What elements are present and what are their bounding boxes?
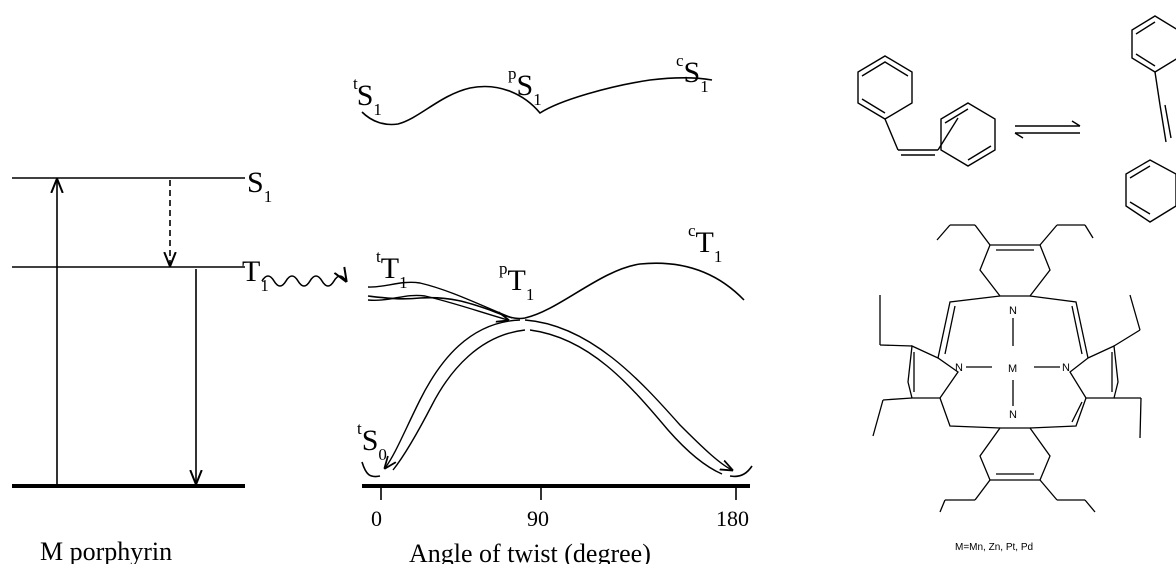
perp-t1-label: pT1 [499, 259, 534, 304]
s1-level-label: S1 [247, 166, 272, 206]
decay-to-cis-inner [529, 329, 723, 475]
s0-well-left [361, 461, 381, 478]
tick-label-180: 180 [716, 506, 749, 531]
cis-s1-label: cS1 [676, 51, 709, 96]
cis-t1-label: cT1 [688, 221, 722, 266]
t1-relaxation-path-lower [367, 294, 508, 320]
metalloporphyrin-structure [872, 224, 1142, 513]
tick-label-90: 90 [527, 506, 549, 531]
stilbene-isomerization [857, 15, 1176, 223]
decay-to-trans-inner [392, 329, 526, 471]
trans-s0-label: tS0 [357, 419, 387, 464]
metal-list-note: M=Mn, Zn, Pt, Pd [955, 542, 1033, 553]
s0-well-right [729, 465, 753, 478]
t1-level-label: T1 [242, 255, 269, 295]
energy-transfer-wavy-arrow [261, 276, 346, 287]
trans-s1-label: tS1 [353, 74, 382, 119]
s1-curve [361, 76, 713, 126]
trans-t1-label: tT1 [376, 247, 408, 292]
tick-label-0: 0 [371, 506, 382, 531]
jablonski-diagram [12, 177, 346, 488]
nitrogen-top-label: N [1009, 305, 1017, 317]
t1-relaxation-path-upper [367, 281, 513, 319]
decay-to-trans-outer [385, 319, 521, 468]
porphyrin-caption: M porphyrin [40, 537, 172, 564]
perp-s1-label: pS1 [508, 64, 542, 109]
t1-curve [367, 262, 745, 320]
potential-curves [361, 76, 753, 500]
cis-stilbene-structure [857, 55, 996, 167]
nitrogen-bottom-label: N [1009, 409, 1017, 421]
trans-stilbene-structure [1125, 15, 1176, 223]
metal-center-label: M [1008, 363, 1017, 375]
axis-title: Angle of twist (degree) [409, 539, 651, 564]
decay-to-cis-outer [524, 319, 732, 470]
nitrogen-left-label: N [955, 362, 963, 374]
nitrogen-right-label: N [1062, 362, 1070, 374]
